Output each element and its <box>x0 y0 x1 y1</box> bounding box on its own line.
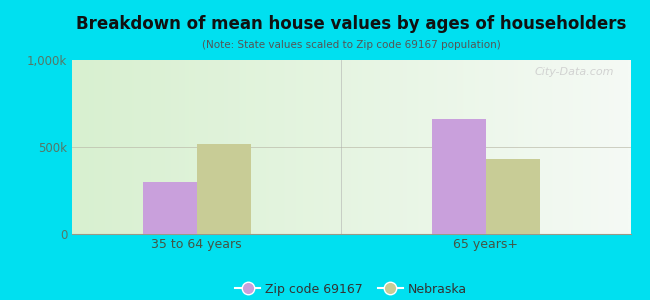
Bar <box>143 182 197 234</box>
Bar <box>486 159 540 234</box>
Bar <box>432 119 486 234</box>
Bar <box>197 143 251 234</box>
Text: City-Data.com: City-Data.com <box>534 67 614 77</box>
Title: Breakdown of mean house values by ages of householders: Breakdown of mean house values by ages o… <box>76 15 626 33</box>
Legend: Zip code 69167, Nebraska: Zip code 69167, Nebraska <box>230 278 472 300</box>
Text: (Note: State values scaled to Zip code 69167 population): (Note: State values scaled to Zip code 6… <box>202 40 500 50</box>
